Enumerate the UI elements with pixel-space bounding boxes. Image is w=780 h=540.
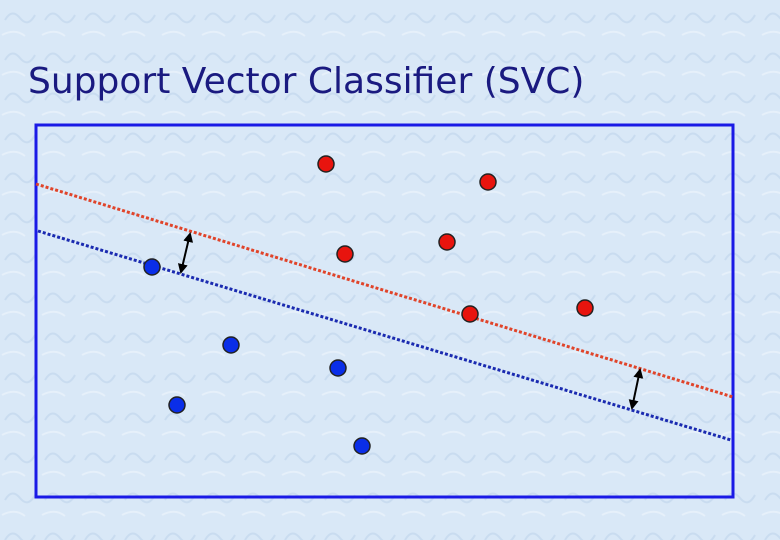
blue-point xyxy=(168,396,186,414)
blue-point xyxy=(329,359,347,377)
slide-title: Support Vector Classifier (SVC) xyxy=(28,61,584,102)
margin-arrow xyxy=(177,232,194,274)
red-point xyxy=(479,173,497,191)
red-point xyxy=(576,299,594,317)
plot-frame xyxy=(34,123,735,499)
red-point xyxy=(438,233,456,251)
red-point xyxy=(336,245,354,263)
margin-line-red xyxy=(35,182,734,399)
red-point xyxy=(461,305,479,323)
red-points xyxy=(317,155,594,323)
blue-points xyxy=(143,258,371,455)
margin-arrow xyxy=(628,368,644,410)
blue-point xyxy=(143,258,161,276)
blue-point xyxy=(222,336,240,354)
red-point xyxy=(317,155,335,173)
blue-point xyxy=(353,437,371,455)
